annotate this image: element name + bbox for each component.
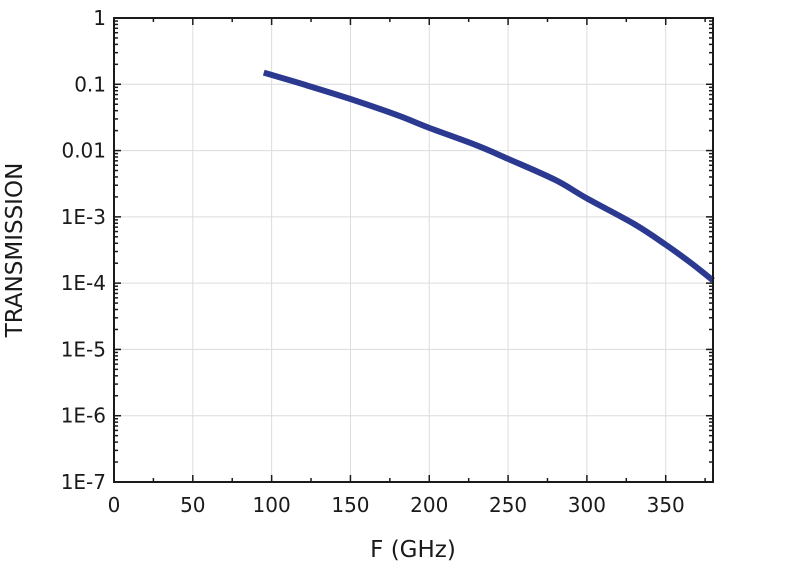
series-line-0	[262, 69, 715, 283]
series-group	[262, 69, 715, 283]
y-tick-label: 1E-3	[61, 205, 106, 229]
x-tick-label: 0	[108, 493, 121, 517]
y-tick-label: 1E-4	[61, 271, 106, 295]
y-tick-label: 1E-6	[61, 404, 106, 428]
x-tick-label: 350	[647, 493, 685, 517]
y-axis-label: TRANSMISSION	[2, 163, 28, 339]
grid	[114, 18, 713, 482]
x-tick-label: 300	[568, 493, 606, 517]
x-tick-label: 250	[489, 493, 527, 517]
x-tick-label: 200	[410, 493, 448, 517]
y-tick-label: 1E-7	[61, 470, 106, 494]
x-tick-label: 100	[253, 493, 291, 517]
y-tick-label: 0.1	[74, 72, 106, 96]
plot-frame	[113, 17, 714, 483]
x-axis-label: F (GHz)	[370, 537, 456, 563]
x-tick-label: 150	[331, 493, 369, 517]
y-tick-label: 1E-5	[61, 337, 106, 361]
x-tick-label: 50	[180, 493, 205, 517]
x-tick-labels: 0 50 100 150 200 250 300 350	[108, 493, 685, 517]
y-tick-labels: 1 0.1 0.01 1E-3 1E-4 1E-5 1E-6 1E-7	[61, 6, 106, 494]
axis-ticks	[113, 17, 713, 483]
y-tick-label: 1	[93, 6, 106, 30]
y-tick-label: 0.01	[61, 139, 106, 163]
